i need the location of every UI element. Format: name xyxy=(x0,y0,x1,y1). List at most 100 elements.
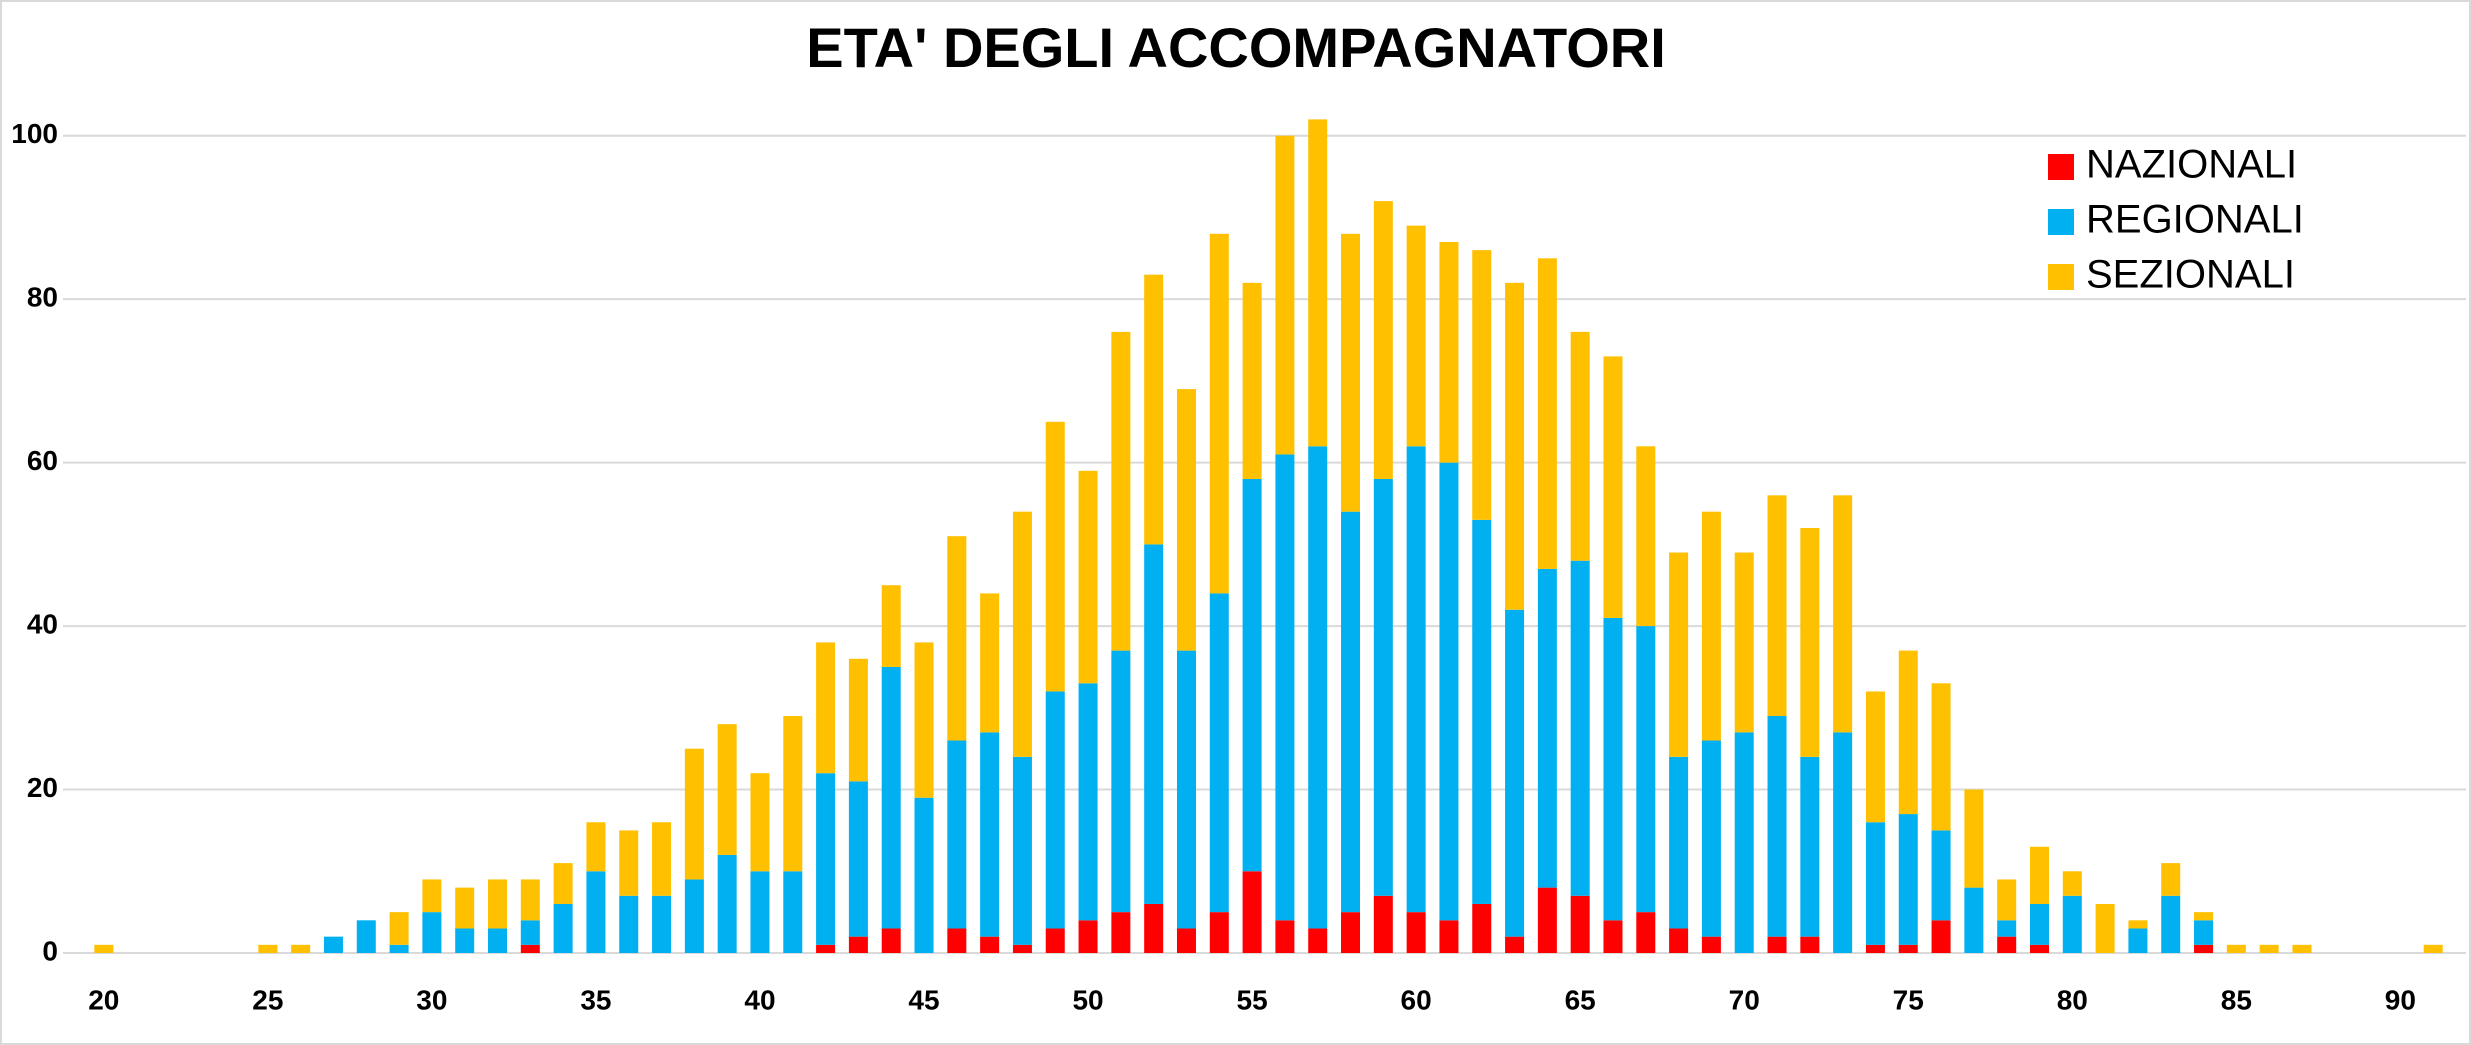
bar-segment xyxy=(1176,650,1196,929)
bar-segment xyxy=(2062,871,2082,896)
bar-segment xyxy=(1505,609,1525,937)
bar-segment xyxy=(1439,241,1459,463)
bar-segment xyxy=(2161,863,2181,896)
bar-segment xyxy=(1373,478,1393,896)
bar-segment xyxy=(652,895,672,953)
bar-segment xyxy=(1078,683,1098,921)
bar-segment xyxy=(1308,119,1328,447)
bar-segment xyxy=(1505,282,1525,610)
bar-segment xyxy=(1964,789,1984,888)
x-tick-label: 85 xyxy=(2221,984,2252,1015)
bar-segment xyxy=(1472,519,1492,904)
bar-segment xyxy=(488,928,508,953)
bar-segment xyxy=(881,585,901,667)
bar-segment xyxy=(1406,225,1426,447)
bar-segment xyxy=(1242,478,1262,872)
bar-segment xyxy=(1275,920,1295,953)
bar-segment xyxy=(619,895,639,953)
bar-segment xyxy=(1373,201,1393,479)
bar-segment xyxy=(1570,895,1590,953)
bar-segment xyxy=(2194,920,2214,945)
bar-segment xyxy=(1997,879,2017,921)
bar-segment xyxy=(1603,920,1623,953)
legend-label: NAZIONALI xyxy=(2086,143,2297,187)
bar-segment xyxy=(947,740,967,929)
bar-segment xyxy=(1078,470,1098,684)
x-tick-label: 30 xyxy=(416,984,447,1015)
bar-segment xyxy=(684,879,704,953)
bar-segment xyxy=(1308,928,1328,953)
bar-segment xyxy=(1701,740,1721,937)
bar-segment xyxy=(356,920,376,953)
bar-segment xyxy=(1931,683,1951,831)
y-tick-label: 80 xyxy=(27,282,58,313)
bar-segment xyxy=(1012,944,1032,953)
bar-segment xyxy=(1012,511,1032,757)
bar-segment xyxy=(422,912,442,953)
bar-segment xyxy=(1505,936,1525,953)
bar-segment xyxy=(553,863,573,904)
bar-segment xyxy=(1570,331,1590,561)
bar-segment xyxy=(848,781,868,937)
x-tick-label: 60 xyxy=(1401,984,1432,1015)
bar-segment xyxy=(1078,920,1098,953)
x-tick-label: 70 xyxy=(1729,984,1760,1015)
x-tick-label: 55 xyxy=(1237,984,1268,1015)
bar-segment xyxy=(947,928,967,953)
bar-segment xyxy=(2194,912,2214,921)
bar-segment xyxy=(1012,756,1032,945)
bar-segment xyxy=(1439,920,1459,953)
bar-segment xyxy=(816,944,836,953)
bar-segment xyxy=(848,658,868,782)
bar-segment xyxy=(1111,650,1131,913)
x-tick-label: 45 xyxy=(908,984,939,1015)
bar-segment xyxy=(1800,936,1820,953)
bar-segment xyxy=(389,944,409,953)
x-tick-label: 80 xyxy=(2057,984,2088,1015)
bar-segment xyxy=(717,724,737,855)
bar-segment xyxy=(1176,389,1196,651)
bar-segment xyxy=(881,928,901,953)
bar-segment xyxy=(1636,626,1656,913)
bar-segment xyxy=(1275,135,1295,455)
bar-segment xyxy=(1800,528,1820,757)
bar-segment xyxy=(1931,830,1951,921)
bar-segment xyxy=(1537,887,1557,953)
bar-segment xyxy=(783,715,803,872)
bar-segment xyxy=(1865,691,1885,823)
bar-segment xyxy=(1833,732,1853,953)
bar-segment xyxy=(816,642,836,774)
bar-segment xyxy=(1341,511,1361,913)
bar-segment xyxy=(1898,814,1918,945)
bar-segment xyxy=(1865,944,1885,953)
bar-segment xyxy=(1111,912,1131,953)
bar-segment xyxy=(1308,446,1328,929)
bar-segment xyxy=(1406,446,1426,913)
bar-segment xyxy=(1537,568,1557,888)
legend-label: SEZIONALI xyxy=(2086,253,2295,297)
bar-segment xyxy=(1144,544,1164,904)
y-tick-label: 100 xyxy=(11,118,58,149)
bar-segment xyxy=(1898,944,1918,953)
bar-segment xyxy=(291,944,311,953)
bar-segment xyxy=(1603,617,1623,921)
bar-segment xyxy=(816,773,836,945)
bar-segment xyxy=(586,822,606,872)
bar-segment xyxy=(1209,233,1229,594)
bar-segment xyxy=(1997,920,2017,937)
y-tick-label: 20 xyxy=(27,772,58,803)
x-tick-label: 50 xyxy=(1072,984,1103,1015)
bar-segment xyxy=(1636,446,1656,627)
bar-segment xyxy=(2062,895,2082,953)
bar-segment xyxy=(1537,258,1557,569)
bar-segment xyxy=(1373,895,1393,953)
bar-segment xyxy=(455,928,475,953)
bar-segment xyxy=(1800,756,1820,937)
bar-segment xyxy=(783,871,803,953)
bar-segment xyxy=(2226,944,2246,953)
legend-swatch xyxy=(2048,154,2074,180)
bar-segment xyxy=(2259,944,2279,953)
bar-segment xyxy=(1045,928,1065,953)
bar-segment xyxy=(1931,920,1951,953)
bar-segment xyxy=(1439,462,1459,921)
